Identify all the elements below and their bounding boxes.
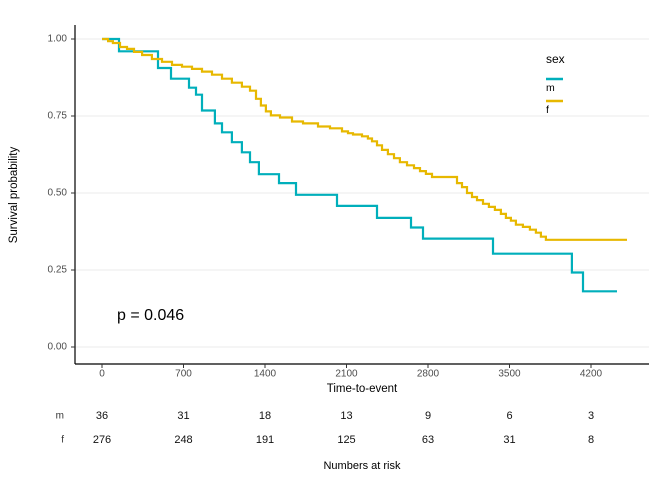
- risk-count: 6: [506, 410, 513, 422]
- risk-count: 63: [421, 434, 435, 446]
- x-tick-label: 700: [175, 368, 192, 380]
- legend-item-f: f: [546, 99, 565, 121]
- legend-line-m-icon: [546, 77, 563, 81]
- risk-count: 276: [92, 434, 112, 446]
- risk-count: 9: [424, 410, 432, 422]
- y-tick-label: 0.50: [47, 187, 67, 199]
- legend-line-f-icon: [546, 99, 563, 103]
- survival-curve-m: [102, 37, 617, 293]
- risk-count: 31: [177, 410, 190, 422]
- risk-table-title: Numbers at risk: [323, 460, 401, 472]
- p-value-annotation: p = 0.046: [117, 307, 185, 324]
- x-tick-label: 3500: [498, 368, 521, 380]
- survival-curve-f: [102, 37, 627, 241]
- y-tick-label: 0.75: [47, 110, 67, 122]
- legend: sex m f: [546, 52, 565, 121]
- legend-entry-label-m: m: [546, 82, 555, 94]
- risk-count: 31: [503, 434, 516, 446]
- legend-title: sex: [546, 52, 565, 66]
- risk-count: 18: [258, 410, 272, 422]
- x-tick-label: 2100: [335, 368, 358, 380]
- risk-count: 3: [587, 410, 595, 422]
- x-tick-label: 1400: [253, 368, 277, 380]
- legend-entry-label-f: f: [546, 104, 549, 116]
- risk-count: 248: [174, 434, 193, 446]
- risk-row-label-m: m: [55, 410, 64, 422]
- risk-count: 191: [255, 434, 275, 446]
- y-tick-label: 0.25: [47, 264, 67, 276]
- risk-count: 125: [337, 434, 356, 446]
- x-axis-title: Time-to-event: [326, 383, 398, 395]
- risk-row-label-f: f: [61, 434, 64, 446]
- y-tick-label: 1.00: [47, 33, 67, 45]
- legend-item-m: m: [546, 77, 565, 99]
- risk-count: 36: [95, 410, 109, 422]
- x-tick-label: 2800: [416, 368, 440, 380]
- x-tick-label: 4200: [579, 368, 603, 380]
- y-tick-label: 0.00: [47, 341, 67, 353]
- x-tick-label: 0: [99, 368, 105, 380]
- y-axis-title: Survival probability: [8, 146, 20, 244]
- risk-count: 13: [340, 410, 353, 422]
- risk-count: 8: [587, 434, 595, 446]
